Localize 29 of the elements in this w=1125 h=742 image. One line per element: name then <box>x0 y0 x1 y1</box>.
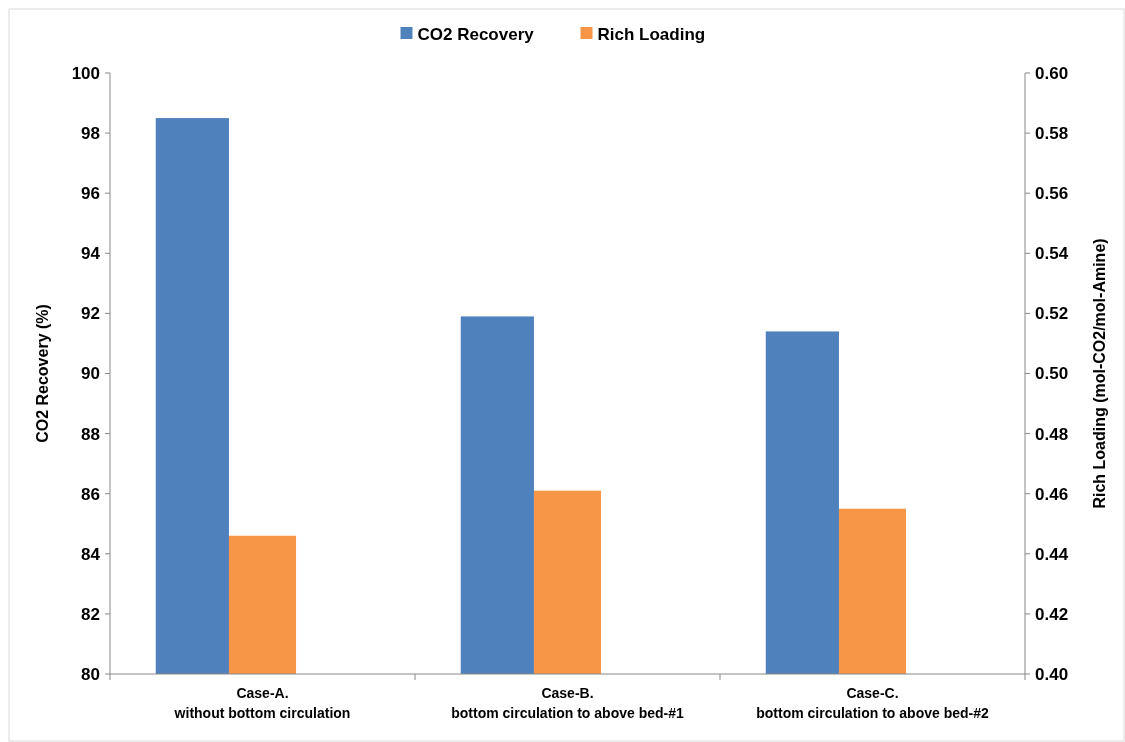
y2-tick-label: 0.60 <box>1035 63 1069 83</box>
y2-tick-label: 0.56 <box>1035 184 1069 204</box>
x-tick-label: Case-C. bottom circulation to above bed-#2 <box>756 685 989 721</box>
y2-tick-label: 0.50 <box>1035 364 1069 384</box>
x-tick-label: Case-A. without bottom circulation <box>173 685 351 721</box>
y2-tick-label: 0.46 <box>1035 484 1069 504</box>
y2-tick-label: 0.58 <box>1035 124 1069 144</box>
y-tick-label: 96 <box>81 184 100 204</box>
y-tick-label: 80 <box>81 664 100 684</box>
y-tick-label: 84 <box>81 544 101 564</box>
y2-tick-label: 0.54 <box>1035 244 1069 264</box>
legend-label: Rich Loading <box>597 24 706 44</box>
y2-tick-label: 0.40 <box>1035 664 1069 684</box>
y-tick-label: 92 <box>81 304 100 324</box>
y-tick-label: 90 <box>81 364 100 384</box>
legend-label: CO2 Recovery <box>417 24 535 44</box>
y-tick-label: 86 <box>81 484 100 504</box>
y-tick-label: 88 <box>81 424 100 444</box>
y2-tick-label: 0.52 <box>1035 304 1069 324</box>
y2-axis-title: Rich Loading (mol-CO2/mol-Amine) <box>1091 238 1108 509</box>
y-tick-label: 94 <box>81 244 101 264</box>
y2-tick-label: 0.42 <box>1035 604 1069 624</box>
y-axis-title: CO2 Recovery (%) <box>34 304 51 443</box>
y-tick-label: 100 <box>71 63 100 83</box>
y2-tick-label: 0.44 <box>1035 544 1069 564</box>
x-tick-label: Case-B. bottom circulation to above bed-#1 <box>451 685 684 721</box>
y-tick-label: 98 <box>81 124 100 144</box>
y2-tick-label: 0.48 <box>1035 424 1069 444</box>
y-tick-label: 82 <box>81 604 100 624</box>
